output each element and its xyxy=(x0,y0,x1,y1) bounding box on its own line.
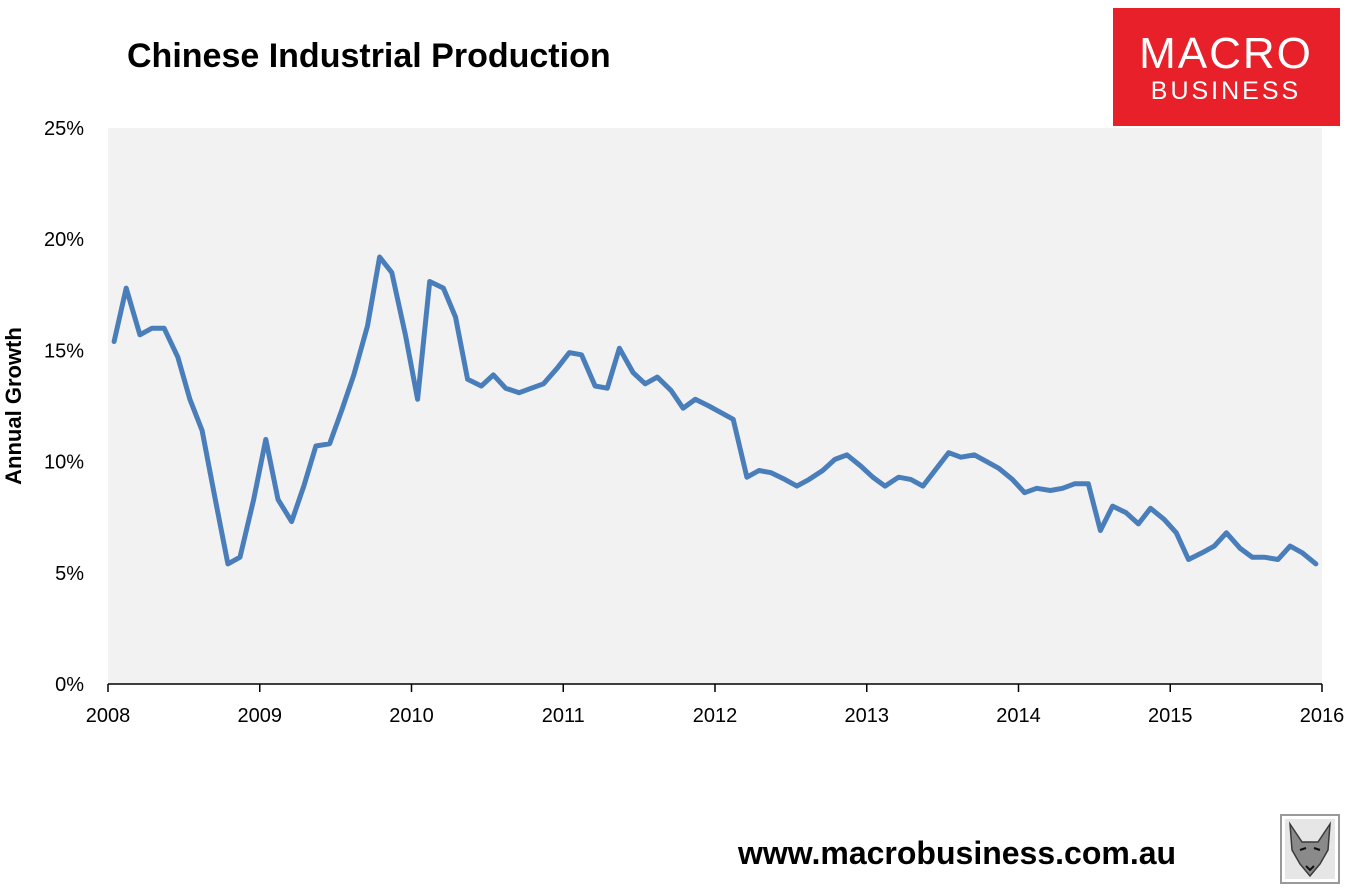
y-axis-label: Annual Growth xyxy=(1,327,26,485)
y-tick-label: 20% xyxy=(44,229,84,251)
x-tick-label: 2014 xyxy=(996,705,1041,727)
chart-title: Chinese Industrial Production xyxy=(127,37,611,75)
y-tick-label: 0% xyxy=(55,674,84,696)
plot-area xyxy=(108,128,1322,684)
logo-text-business: BUSINESS xyxy=(1151,77,1301,105)
y-tick-label: 25% xyxy=(44,118,84,140)
x-tick-label: 2013 xyxy=(845,705,890,727)
x-tick-label: 2010 xyxy=(389,705,434,727)
y-tick-label: 10% xyxy=(44,452,84,474)
website-link[interactable]: www.macrobusiness.com.au xyxy=(737,835,1176,871)
series-line xyxy=(111,254,1319,567)
logo-text-macro: MACRO xyxy=(1139,29,1313,78)
y-axis: 0% 5% 10% 15% 20% 25% xyxy=(44,118,84,696)
y-tick-label: 5% xyxy=(55,563,84,585)
wolf-head-icon xyxy=(1280,814,1340,884)
x-tick-label: 2016 xyxy=(1300,705,1345,727)
x-tick-label: 2012 xyxy=(693,705,738,727)
x-tick-label: 2015 xyxy=(1148,705,1193,727)
x-tick-label: 2009 xyxy=(238,705,283,727)
x-tick-label: 2011 xyxy=(542,705,585,727)
logo-background xyxy=(1113,8,1340,126)
x-axis: 2008 2009 2010 2011 2012 2013 2014 2015 2016 xyxy=(86,684,1345,727)
x-tick-label: 2008 xyxy=(86,705,131,727)
y-tick-label: 15% xyxy=(44,340,84,362)
brand-logo: MACRO BUSINESS xyxy=(1113,8,1340,126)
